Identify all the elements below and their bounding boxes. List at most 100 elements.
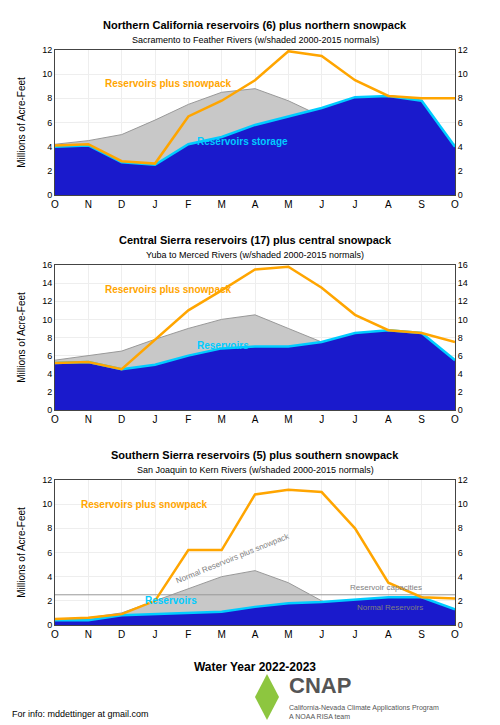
- svg-text:0: 0: [458, 620, 463, 630]
- svg-text:M: M: [217, 629, 225, 640]
- svg-text:S: S: [418, 414, 425, 425]
- svg-text:O: O: [51, 199, 59, 210]
- svg-text:0: 0: [47, 405, 52, 415]
- svg-text:M: M: [284, 629, 292, 640]
- svg-text:0: 0: [458, 405, 463, 415]
- svg-text:CNAP: CNAP: [289, 673, 351, 698]
- svg-text:12: 12: [42, 45, 52, 55]
- svg-text:Normal Reservoirs plus snowpac: Normal Reservoirs plus snowpack: [175, 531, 291, 585]
- svg-text:Sacramento to Feather Rivers (: Sacramento to Feather Rivers (w/shaded 2…: [132, 35, 379, 45]
- svg-text:Reservoirs storage: Reservoirs storage: [197, 136, 288, 147]
- svg-text:6: 6: [47, 351, 52, 361]
- svg-text:Central Sierra reservoirs (17): Central Sierra reservoirs (17) plus cent…: [119, 234, 392, 246]
- svg-text:2: 2: [458, 596, 463, 606]
- svg-text:10: 10: [458, 69, 468, 79]
- svg-text:Northern California reservoirs: Northern California reservoirs (6) plus …: [103, 19, 407, 31]
- svg-text:Millions of Acre-Feet: Millions of Acre-Feet: [16, 507, 27, 598]
- svg-text:J: J: [353, 199, 358, 210]
- svg-text:8: 8: [458, 333, 463, 343]
- svg-text:F: F: [185, 414, 191, 425]
- svg-text:F: F: [185, 629, 191, 640]
- svg-text:6: 6: [47, 118, 52, 128]
- svg-text:4: 4: [458, 369, 463, 379]
- svg-text:2: 2: [458, 387, 463, 397]
- svg-text:F: F: [185, 199, 191, 210]
- svg-text:6: 6: [458, 118, 463, 128]
- svg-text:N: N: [85, 629, 92, 640]
- svg-text:J: J: [353, 414, 358, 425]
- svg-text:D: D: [118, 629, 125, 640]
- svg-text:N: N: [85, 199, 92, 210]
- svg-text:Millions of Acre-Feet: Millions of Acre-Feet: [16, 77, 27, 168]
- svg-text:12: 12: [458, 475, 468, 485]
- svg-text:J: J: [319, 629, 324, 640]
- svg-text:10: 10: [42, 315, 52, 325]
- svg-text:S: S: [418, 199, 425, 210]
- svg-text:2: 2: [47, 596, 52, 606]
- svg-text:14: 14: [42, 278, 52, 288]
- svg-text:J: J: [319, 414, 324, 425]
- svg-text:O: O: [451, 199, 459, 210]
- svg-text:Reservoirs plus snowpack: Reservoirs plus snowpack: [105, 284, 232, 295]
- svg-text:Southern Sierra reservoirs (5): Southern Sierra reservoirs (5) plus sout…: [111, 449, 399, 461]
- svg-text:S: S: [418, 629, 425, 640]
- svg-text:12: 12: [458, 296, 468, 306]
- svg-text:San Joaquin to Kern Rivers (w/: San Joaquin to Kern Rivers (w/shaded 200…: [137, 465, 374, 475]
- svg-text:8: 8: [47, 523, 52, 533]
- svg-text:6: 6: [458, 351, 463, 361]
- svg-text:6: 6: [47, 548, 52, 558]
- svg-text:16: 16: [458, 260, 468, 270]
- svg-text:California-Nevada Climate Appl: California-Nevada Climate Applications P…: [289, 704, 439, 720]
- svg-text:8: 8: [47, 93, 52, 103]
- svg-text:O: O: [51, 629, 59, 640]
- svg-text:Reservoirs: Reservoirs: [145, 595, 197, 606]
- svg-text:J: J: [153, 629, 158, 640]
- svg-text:J: J: [319, 199, 324, 210]
- svg-text:10: 10: [458, 315, 468, 325]
- svg-text:2: 2: [458, 166, 463, 176]
- svg-text:10: 10: [458, 499, 468, 509]
- svg-text:6: 6: [458, 548, 463, 558]
- svg-text:M: M: [217, 414, 225, 425]
- svg-text:0: 0: [47, 190, 52, 200]
- svg-text:M: M: [217, 199, 225, 210]
- svg-text:D: D: [118, 414, 125, 425]
- svg-text:O: O: [451, 414, 459, 425]
- svg-text:Millions of Acre-Feet: Millions of Acre-Feet: [16, 292, 27, 383]
- svg-text:J: J: [153, 199, 158, 210]
- svg-text:A: A: [385, 199, 392, 210]
- svg-text:12: 12: [42, 475, 52, 485]
- svg-text:A: A: [385, 414, 392, 425]
- svg-text:Normal Reservoirs: Normal Reservoirs: [357, 603, 423, 612]
- svg-text:8: 8: [47, 333, 52, 343]
- svg-text:Reservoirs plus snowpack: Reservoirs plus snowpack: [81, 499, 208, 510]
- svg-text:14: 14: [458, 278, 468, 288]
- svg-text:Water Year 2022-2023: Water Year 2022-2023: [194, 660, 316, 674]
- svg-text:For info: mddettinger at gmail: For info: mddettinger at gmail.com: [12, 709, 149, 719]
- svg-text:2: 2: [47, 387, 52, 397]
- svg-text:D: D: [118, 199, 125, 210]
- svg-text:J: J: [353, 629, 358, 640]
- svg-text:0: 0: [458, 190, 463, 200]
- svg-text:A: A: [252, 199, 259, 210]
- svg-text:4: 4: [47, 369, 52, 379]
- svg-text:M: M: [284, 414, 292, 425]
- svg-text:Yuba to Merced Rivers (w/shade: Yuba to Merced Rivers (w/shaded 2000-201…: [146, 250, 364, 260]
- svg-text:8: 8: [458, 93, 463, 103]
- svg-text:Reservoirs plus snowpack: Reservoirs plus snowpack: [105, 78, 232, 89]
- svg-text:10: 10: [42, 69, 52, 79]
- svg-text:J: J: [153, 414, 158, 425]
- svg-text:0: 0: [47, 620, 52, 630]
- svg-text:2: 2: [47, 166, 52, 176]
- svg-text:16: 16: [42, 260, 52, 270]
- svg-text:4: 4: [47, 142, 52, 152]
- svg-text:M: M: [284, 199, 292, 210]
- svg-text:A: A: [252, 414, 259, 425]
- svg-text:O: O: [51, 414, 59, 425]
- svg-text:Reservoir capacities: Reservoir capacities: [350, 583, 422, 592]
- svg-text:12: 12: [42, 296, 52, 306]
- svg-text:10: 10: [42, 499, 52, 509]
- svg-text:4: 4: [47, 572, 52, 582]
- svg-text:A: A: [385, 629, 392, 640]
- svg-text:8: 8: [458, 523, 463, 533]
